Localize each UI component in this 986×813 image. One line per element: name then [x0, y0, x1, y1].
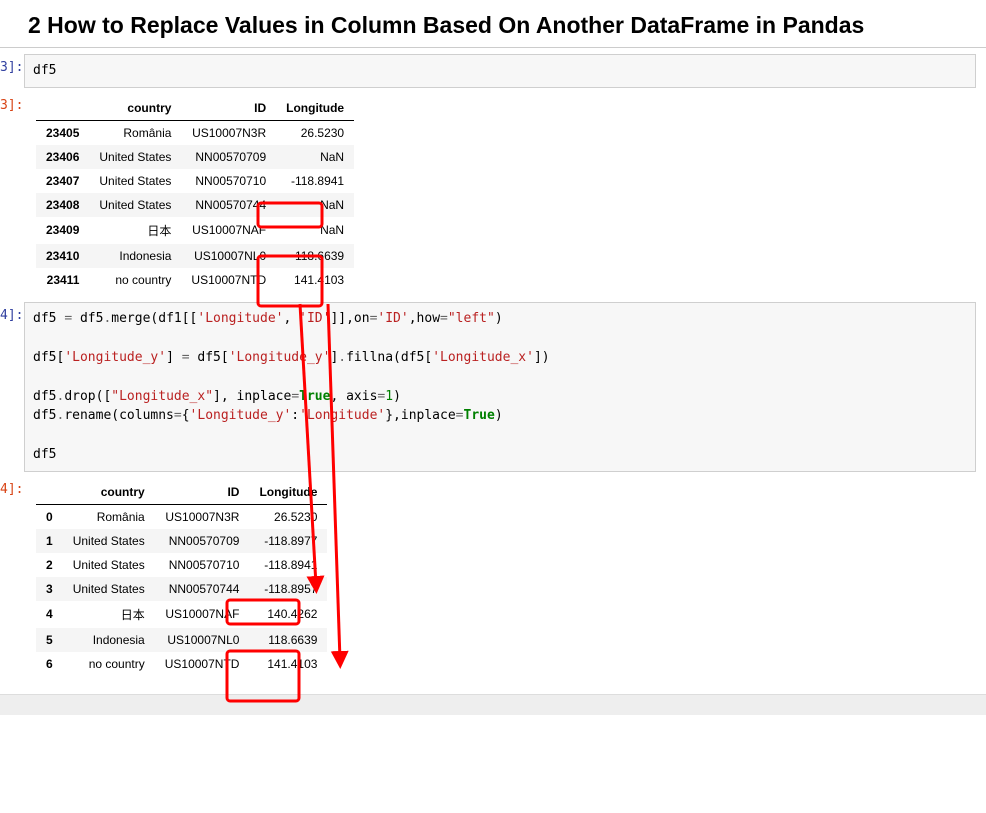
cell: United States — [63, 553, 155, 577]
column-header: Longitude — [249, 480, 327, 505]
table-row: 0RomâniaUS10007N3R26.5230 — [36, 504, 327, 529]
cell: NN00570744 — [155, 577, 250, 601]
cell: 118.6639 — [249, 628, 327, 652]
cell: US10007NAF — [181, 217, 276, 244]
cell: no country — [63, 652, 155, 676]
row-index: 23409 — [36, 217, 89, 244]
table-row: 23408United StatesNN00570744NaN — [36, 193, 354, 217]
input-cell-2: 4]: df5 = df5.merge(df1[['Longitude', 'I… — [0, 302, 986, 476]
cell: US10007N3R — [155, 504, 250, 529]
row-index: 23411 — [36, 268, 89, 292]
column-header — [36, 96, 89, 121]
in-prompt-1: 3]: — [0, 54, 24, 75]
cell: 26.5230 — [276, 120, 354, 145]
row-index: 3 — [36, 577, 63, 601]
cell: NaN — [276, 217, 354, 244]
row-index: 23406 — [36, 145, 89, 169]
row-index: 4 — [36, 601, 63, 628]
dataframe-table-2: countryIDLongitude 0RomâniaUS10007N3R26.… — [36, 480, 327, 676]
code-cell-2[interactable]: df5 = df5.merge(df1[['Longitude', 'ID']]… — [24, 302, 976, 472]
out-prompt-1: 3]: — [0, 92, 24, 113]
cell: NaN — [276, 145, 354, 169]
table-row: 23411no countryUS10007NTD141.4103 — [36, 268, 354, 292]
bottom-bar — [0, 694, 986, 715]
cell: NN00570744 — [181, 193, 276, 217]
row-index: 2 — [36, 553, 63, 577]
table-row: 23405RomâniaUS10007N3R26.5230 — [36, 120, 354, 145]
table-row: 3United StatesNN00570744-118.8957 — [36, 577, 327, 601]
cell: Indonesia — [89, 244, 181, 268]
cell: US10007NL0 — [155, 628, 250, 652]
cell: 日本 — [63, 601, 155, 628]
row-index: 23410 — [36, 244, 89, 268]
table-row: 23410IndonesiaUS10007NL0118.6639 — [36, 244, 354, 268]
cell: 26.5230 — [249, 504, 327, 529]
content-wrap: 2 How to Replace Values in Column Based … — [0, 0, 986, 715]
cell: US10007N3R — [181, 120, 276, 145]
cell: Indonesia — [63, 628, 155, 652]
row-index: 0 — [36, 504, 63, 529]
cell: no country — [89, 268, 181, 292]
table-row: 23409日本US10007NAFNaN — [36, 217, 354, 244]
cell: United States — [63, 529, 155, 553]
cell: US10007NAF — [155, 601, 250, 628]
table-row: 1United StatesNN00570709-118.8977 — [36, 529, 327, 553]
row-index: 6 — [36, 652, 63, 676]
output-area-2: countryIDLongitude 0RomâniaUS10007N3R26.… — [24, 476, 986, 686]
cell: 141.4103 — [249, 652, 327, 676]
cell: 141.4103 — [276, 268, 354, 292]
cell: -118.8977 — [249, 529, 327, 553]
cell: United States — [89, 193, 181, 217]
cell: United States — [89, 145, 181, 169]
cell: US10007NTD — [155, 652, 250, 676]
cell: US10007NTD — [181, 268, 276, 292]
cell: NN00570710 — [181, 169, 276, 193]
cell: -118.8957 — [249, 577, 327, 601]
row-index: 23407 — [36, 169, 89, 193]
input-cell-1: 3]: df5 — [0, 54, 986, 92]
cell: 140.4262 — [249, 601, 327, 628]
cell: NN00570709 — [181, 145, 276, 169]
section-heading: 2 How to Replace Values in Column Based … — [0, 0, 986, 48]
row-index: 23408 — [36, 193, 89, 217]
table-row: 6no countryUS10007NTD141.4103 — [36, 652, 327, 676]
row-index: 1 — [36, 529, 63, 553]
output-area-1: countryIDLongitude 23405RomâniaUS10007N3… — [24, 92, 986, 302]
out-prompt-2: 4]: — [0, 476, 24, 497]
table-row: 5IndonesiaUS10007NL0118.6639 — [36, 628, 327, 652]
cell: 日本 — [89, 217, 181, 244]
cell: NaN — [276, 193, 354, 217]
cell: United States — [63, 577, 155, 601]
cell: NN00570710 — [155, 553, 250, 577]
output-cell-1: 3]: countryIDLongitude 23405RomâniaUS100… — [0, 92, 986, 302]
row-index: 23405 — [36, 120, 89, 145]
row-index: 5 — [36, 628, 63, 652]
in-prompt-2: 4]: — [0, 302, 24, 323]
column-header: country — [63, 480, 155, 505]
cell: -118.8941 — [249, 553, 327, 577]
output-cell-2: 4]: countryIDLongitude 0RomâniaUS10007N3… — [0, 476, 986, 686]
cell: 118.6639 — [276, 244, 354, 268]
table-row: 4日本US10007NAF140.4262 — [36, 601, 327, 628]
dataframe-table-1: countryIDLongitude 23405RomâniaUS10007N3… — [36, 96, 354, 292]
table-row: 2United StatesNN00570710-118.8941 — [36, 553, 327, 577]
column-header — [36, 480, 63, 505]
cell: United States — [89, 169, 181, 193]
column-header: ID — [155, 480, 250, 505]
table-row: 23406United StatesNN00570709NaN — [36, 145, 354, 169]
column-header: ID — [181, 96, 276, 121]
column-header: country — [89, 96, 181, 121]
cell: România — [89, 120, 181, 145]
code-cell-1[interactable]: df5 — [24, 54, 976, 88]
cell: -118.8941 — [276, 169, 354, 193]
cell: România — [63, 504, 155, 529]
table-row: 23407United StatesNN00570710-118.8941 — [36, 169, 354, 193]
cell: US10007NL0 — [181, 244, 276, 268]
column-header: Longitude — [276, 96, 354, 121]
cell: NN00570709 — [155, 529, 250, 553]
